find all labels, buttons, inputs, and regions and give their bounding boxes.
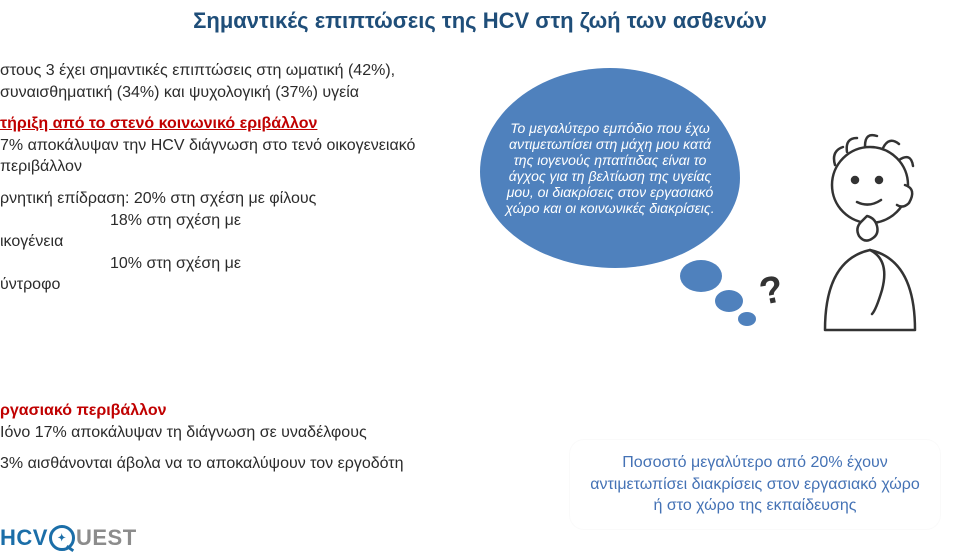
negative-line-1: ρνητική επίδραση: 20% στη σχέση με φίλου… [0, 188, 430, 210]
negative-line-3-suffix: ύντροφο [0, 274, 430, 296]
work-line-1: Ιόνο 17% αποκάλυψαν τη διάγνωση σε υναδέ… [0, 422, 430, 444]
callout-box: Ποσοστό μεγαλύτερο από 20% έχουν αντιμετ… [570, 440, 940, 529]
work-line-2: 3% αισθάνονται άβολα να το αποκαλύψουν τ… [0, 453, 430, 475]
support-heading: τήριξη από το στενό κοινωνικό εριβάλλον [0, 113, 430, 135]
cloud-main: Το μεγαλύτερο εμπόδιο που έχω αντιμετωπί… [480, 68, 740, 268]
callout-text: Ποσοστό μεγαλύτερο από 20% έχουν αντιμετ… [590, 454, 920, 514]
impact-paragraph: στους 3 έχει σημαντικές επιπτώσεις στη ω… [0, 60, 430, 103]
hcvquest-logo: HCV ✦ UEST [0, 525, 137, 551]
logo-part1: HCV [0, 525, 48, 551]
logo-q-inner: ✦ [58, 533, 67, 544]
cloud-text: Το μεγαλύτερο εμπόδιο που έχω αντιμετωπί… [504, 120, 716, 216]
left-column: στους 3 έχει σημαντικές επιπτώσεις στη ω… [0, 60, 430, 306]
thought-cloud: Το μεγαλύτερο εμπόδιο που έχω αντιμετωπί… [480, 60, 780, 360]
cloud-bubble-3 [738, 312, 756, 326]
logo-part2: UEST [76, 525, 137, 551]
negative-line-2-suffix: ικογένεια [0, 231, 430, 253]
cloud-bubble-2 [715, 290, 743, 312]
cloud-bubble-1 [680, 260, 722, 292]
page-title: Σημαντικές επιπτώσεις της HCV στη ζωή τω… [0, 0, 960, 34]
negative-line-2: 18% στη σχέση με [0, 210, 430, 232]
work-heading: ργασιακό περιβάλλον [0, 400, 430, 422]
thinking-person-icon [775, 130, 950, 340]
work-block: ργασιακό περιβάλλον Ιόνο 17% αποκάλυψαν … [0, 400, 430, 485]
negative-line-3: 10% στη σχέση με [0, 253, 430, 275]
support-line: 7% αποκάλυψαν την HCV διάγνωση στο τενό … [0, 135, 430, 178]
logo-q-icon: ✦ [49, 525, 75, 551]
